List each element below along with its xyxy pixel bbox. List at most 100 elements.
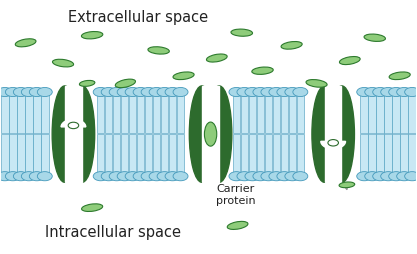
Wedge shape bbox=[61, 120, 86, 127]
Ellipse shape bbox=[189, 87, 214, 183]
Bar bbox=[105, 95, 113, 134]
Circle shape bbox=[277, 88, 292, 97]
Circle shape bbox=[141, 88, 156, 97]
Circle shape bbox=[109, 88, 124, 97]
Text: Extracellular space: Extracellular space bbox=[68, 10, 208, 25]
Bar bbox=[137, 135, 144, 173]
Circle shape bbox=[389, 172, 404, 181]
Bar bbox=[113, 95, 121, 134]
Bar bbox=[33, 95, 40, 134]
Ellipse shape bbox=[79, 81, 95, 87]
Bar bbox=[169, 95, 176, 134]
Bar bbox=[233, 95, 240, 134]
Bar bbox=[265, 95, 272, 134]
Bar bbox=[25, 95, 33, 134]
Bar bbox=[121, 135, 128, 173]
Bar bbox=[384, 135, 392, 173]
Circle shape bbox=[37, 172, 52, 181]
Bar bbox=[392, 135, 400, 173]
Bar bbox=[161, 95, 168, 134]
Circle shape bbox=[245, 172, 260, 181]
Circle shape bbox=[93, 88, 108, 97]
Ellipse shape bbox=[204, 123, 217, 147]
Ellipse shape bbox=[364, 35, 385, 42]
Circle shape bbox=[229, 88, 244, 97]
Circle shape bbox=[0, 88, 13, 97]
Circle shape bbox=[285, 172, 300, 181]
Circle shape bbox=[21, 88, 36, 97]
Circle shape bbox=[357, 172, 372, 181]
Circle shape bbox=[373, 88, 388, 97]
Circle shape bbox=[173, 88, 188, 97]
Bar bbox=[360, 135, 368, 173]
Ellipse shape bbox=[339, 182, 355, 188]
Circle shape bbox=[389, 88, 404, 97]
Circle shape bbox=[117, 88, 132, 97]
Bar bbox=[1, 135, 9, 173]
Circle shape bbox=[293, 172, 308, 181]
Bar bbox=[97, 135, 104, 173]
Bar bbox=[177, 135, 184, 173]
Circle shape bbox=[269, 172, 284, 181]
Ellipse shape bbox=[339, 57, 360, 65]
Circle shape bbox=[133, 172, 148, 181]
Circle shape bbox=[5, 88, 20, 97]
Bar bbox=[241, 95, 248, 134]
Circle shape bbox=[245, 88, 260, 97]
Wedge shape bbox=[321, 142, 346, 149]
Circle shape bbox=[13, 88, 28, 97]
Bar bbox=[273, 95, 280, 134]
Bar bbox=[384, 95, 392, 134]
Bar bbox=[41, 135, 48, 173]
Circle shape bbox=[149, 172, 164, 181]
Circle shape bbox=[125, 88, 140, 97]
Ellipse shape bbox=[115, 80, 136, 88]
Circle shape bbox=[165, 172, 180, 181]
Bar bbox=[257, 95, 264, 134]
Bar bbox=[249, 135, 256, 173]
Bar bbox=[249, 95, 256, 134]
Bar bbox=[377, 135, 384, 173]
Bar bbox=[65, 87, 82, 183]
Bar bbox=[296, 95, 304, 134]
Circle shape bbox=[133, 88, 148, 97]
Circle shape bbox=[13, 172, 28, 181]
Bar bbox=[17, 95, 25, 134]
Circle shape bbox=[5, 172, 20, 181]
Circle shape bbox=[237, 172, 252, 181]
Bar bbox=[400, 95, 408, 134]
Circle shape bbox=[101, 172, 116, 181]
Ellipse shape bbox=[252, 68, 273, 75]
Bar bbox=[408, 95, 416, 134]
Bar bbox=[169, 135, 176, 173]
Ellipse shape bbox=[52, 87, 77, 183]
Bar bbox=[33, 135, 40, 173]
Circle shape bbox=[397, 172, 412, 181]
Bar bbox=[392, 95, 400, 134]
Circle shape bbox=[29, 172, 44, 181]
Circle shape bbox=[109, 172, 124, 181]
Bar bbox=[273, 135, 280, 173]
Ellipse shape bbox=[281, 42, 302, 50]
Bar bbox=[17, 135, 25, 173]
Circle shape bbox=[157, 172, 172, 181]
Circle shape bbox=[357, 88, 372, 97]
Bar bbox=[129, 135, 136, 173]
Circle shape bbox=[404, 172, 417, 181]
Text: Carrier
protein: Carrier protein bbox=[216, 183, 255, 205]
Circle shape bbox=[381, 88, 396, 97]
Circle shape bbox=[37, 88, 52, 97]
Circle shape bbox=[237, 88, 252, 97]
Circle shape bbox=[269, 88, 284, 97]
Bar bbox=[360, 95, 368, 134]
Circle shape bbox=[0, 172, 13, 181]
Circle shape bbox=[117, 172, 132, 181]
Circle shape bbox=[141, 172, 156, 181]
Ellipse shape bbox=[82, 204, 103, 212]
Circle shape bbox=[373, 172, 388, 181]
Bar bbox=[289, 95, 296, 134]
Circle shape bbox=[253, 172, 268, 181]
Ellipse shape bbox=[227, 221, 248, 230]
Circle shape bbox=[165, 88, 180, 97]
Ellipse shape bbox=[207, 87, 232, 183]
